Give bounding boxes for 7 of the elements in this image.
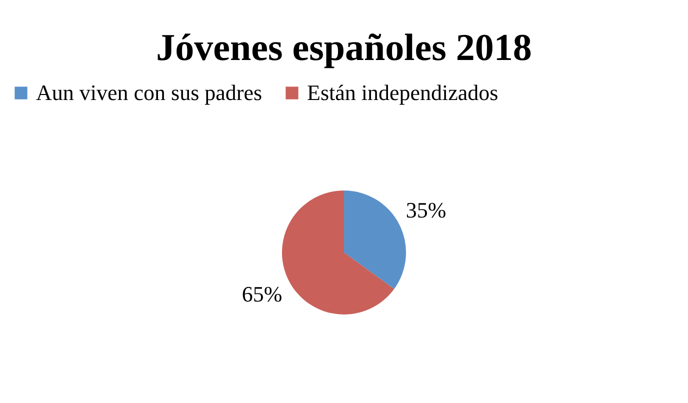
pie-slice [344,190,406,289]
legend-label: Aun viven con sus padres [36,80,262,105]
chart-title: Jóvenes españoles 2018 [156,27,532,69]
legend-label: Están independizados [307,80,498,105]
data-label: 65% [242,281,282,306]
pie-slice [282,190,394,314]
data-label: 35% [406,198,446,223]
